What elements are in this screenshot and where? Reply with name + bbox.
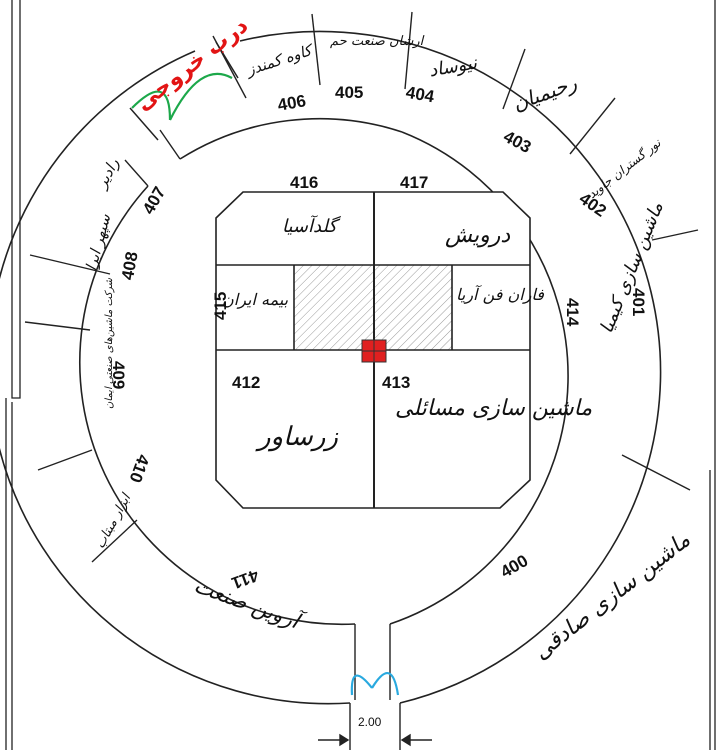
entrance-width-label: 2.00	[358, 715, 382, 729]
hall-walls	[5, 0, 716, 750]
exit-label: درب خروجی	[131, 13, 253, 116]
booth-number-409: 409	[109, 361, 128, 389]
booth-name-409: شرکت ماشین‌های صنعتی ایمان	[104, 277, 115, 409]
booth-number-403: 403	[500, 127, 534, 157]
booth-name-406: کاوه کمندز	[242, 40, 316, 79]
booth-name-407: رادیر	[91, 155, 123, 193]
booth-name-412: زرساور	[255, 422, 338, 452]
booth-name-414: فاران فن آریا	[456, 284, 544, 304]
entrance-door	[350, 672, 400, 696]
booth-number-404: 404	[404, 83, 436, 107]
booth-name-415: بیمه ایران	[222, 290, 289, 309]
booth-number-405: 405	[335, 83, 363, 102]
booth-number-417: 417	[400, 173, 428, 192]
booth-name-402: نور گستران جاوید	[585, 135, 664, 201]
booth-number-401: 401	[629, 288, 648, 316]
booth-number-408: 408	[118, 250, 142, 281]
booth-number-406: 406	[276, 91, 307, 115]
booth-dividers	[24, 11, 699, 700]
booth-number-407: 407	[139, 183, 170, 217]
booth-number-412: 412	[232, 373, 260, 392]
booth-name-413: ماشین سازی مسائلی	[395, 396, 592, 421]
booth-name-416: گلدآسیا	[282, 215, 341, 237]
booth-number-400: 400	[497, 551, 531, 582]
booth-number-414: 414	[563, 298, 582, 327]
central-island	[215, 191, 531, 509]
booth-name-404: نیوساد	[427, 52, 479, 81]
booth-number-415: 415	[211, 292, 230, 320]
booth-number-413: 413	[382, 373, 410, 392]
booth-name-403: رحیمیان	[509, 70, 580, 115]
booth-name-417: درویش	[445, 223, 510, 248]
exhibit-ring	[0, 30, 662, 705]
entrance-corridor	[318, 703, 432, 750]
booth-number-416: 416	[290, 173, 318, 192]
exit-door	[129, 41, 239, 141]
booth-number-410: 410	[125, 452, 153, 485]
booth-name-405: ارشان صنعت حم	[330, 34, 425, 49]
